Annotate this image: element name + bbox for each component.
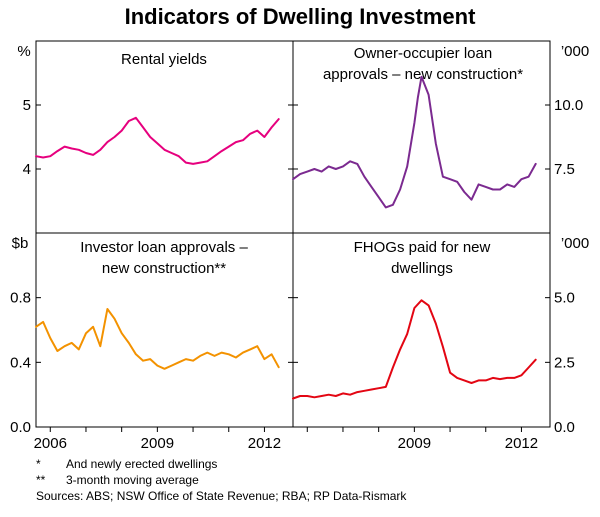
row1-left-tick-label-1: 0.4 bbox=[10, 354, 31, 371]
note-1-marker: * bbox=[36, 457, 41, 471]
bottom-left-unit-label: $b bbox=[12, 235, 29, 252]
chart-marks: 4 5 7.5 10.0 0.0 0.4 0.8 0.0 2.5 5.0 2006 2009 2012 2… bbox=[10, 75, 583, 452]
top-right-unit-label: ’000 bbox=[561, 43, 589, 60]
panel-title-owner-occupier-line2: approvals – new construction* bbox=[323, 66, 523, 83]
note-2-marker: ** bbox=[36, 473, 46, 487]
panel-title-rental-yields: Rental yields bbox=[121, 51, 207, 68]
panel-title-fhogs-line1: FHOGs paid for new bbox=[354, 239, 491, 256]
panel-title-investor-line1: Investor loan approvals – bbox=[80, 239, 248, 256]
left-x-tick-label-2012: 2012 bbox=[248, 435, 281, 452]
row0-right-tick-label-0: 7.5 bbox=[554, 161, 575, 178]
row0-right-tick-label-1: 10.0 bbox=[554, 97, 583, 114]
note-1-text: And newly erected dwellings bbox=[66, 457, 217, 471]
left-x-tick-label-2006: 2006 bbox=[34, 435, 67, 452]
row1-right-tick-label-2: 5.0 bbox=[554, 290, 575, 307]
chart-title: Indicators of Dwelling Investment bbox=[125, 4, 477, 29]
bottom-right-unit-label: ’000 bbox=[561, 235, 589, 252]
note-2-text: 3-month moving average bbox=[66, 473, 199, 487]
row1-left-tick-label-2: 0.8 bbox=[10, 290, 31, 307]
series-line-owner-occupier bbox=[292, 75, 537, 209]
series-line-rental-yields bbox=[35, 116, 280, 165]
panel-title-owner-occupier-line1: Owner-occupier loan bbox=[354, 45, 492, 62]
row1-left-tick-label-0: 0.0 bbox=[10, 419, 31, 436]
sources-text: Sources: ABS; NSW Office of State Revenu… bbox=[36, 489, 407, 503]
right-x-tick-label-2009: 2009 bbox=[398, 435, 431, 452]
row0-left-tick-label-0: 4 bbox=[23, 161, 31, 178]
right-x-tick-label-2012: 2012 bbox=[505, 435, 538, 452]
series-line-investor-loan bbox=[35, 308, 280, 370]
top-left-unit-label: % bbox=[17, 43, 30, 60]
row1-right-tick-label-0: 0.0 bbox=[554, 419, 575, 436]
panel-title-fhogs-line2: dwellings bbox=[391, 260, 453, 277]
panel-title-investor-line2: new construction** bbox=[102, 260, 226, 277]
series-line-fhogs bbox=[292, 299, 537, 400]
left-x-tick-label-2009: 2009 bbox=[141, 435, 174, 452]
row0-left-tick-label-1: 5 bbox=[23, 97, 31, 114]
row1-right-tick-label-1: 2.5 bbox=[554, 354, 575, 371]
